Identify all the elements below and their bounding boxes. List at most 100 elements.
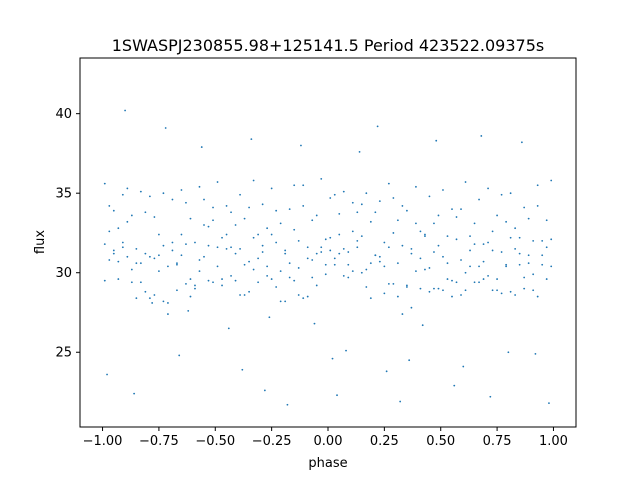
x-tick-label: −0.75 (139, 434, 179, 449)
data-point (548, 402, 550, 405)
data-point (167, 265, 169, 268)
data-point (460, 208, 462, 211)
data-point (527, 254, 530, 257)
data-point (455, 281, 458, 284)
data-point (234, 252, 237, 255)
data-point (212, 281, 214, 284)
data-point (507, 351, 510, 354)
data-point (112, 249, 115, 252)
data-point (194, 284, 196, 287)
data-point (293, 279, 296, 282)
data-point (171, 198, 174, 201)
data-point (500, 251, 503, 253)
data-point (313, 322, 316, 325)
data-point (385, 370, 388, 373)
data-point (103, 279, 106, 282)
data-point (176, 262, 178, 265)
data-point (527, 262, 530, 265)
data-point (171, 249, 174, 252)
data-point (419, 230, 422, 233)
data-point (369, 220, 372, 223)
data-point (329, 249, 332, 252)
data-point (270, 278, 273, 280)
data-point (489, 395, 492, 398)
x-tick-label: 0.50 (426, 434, 455, 449)
data-point (365, 286, 368, 288)
data-point (121, 246, 124, 249)
data-point (185, 201, 187, 204)
data-point (221, 284, 223, 287)
data-point (392, 232, 395, 234)
data-point (158, 254, 160, 257)
data-point (527, 217, 530, 220)
data-point (153, 294, 156, 296)
data-point (187, 309, 190, 312)
data-point (455, 238, 458, 241)
x-tick-label: 0.00 (314, 434, 343, 449)
data-point (162, 192, 165, 195)
data-point (421, 324, 424, 327)
data-point (261, 203, 264, 206)
data-point (491, 230, 494, 233)
data-point (311, 276, 314, 279)
data-point (369, 262, 372, 265)
data-point (180, 233, 183, 236)
data-point (180, 254, 183, 257)
data-point (252, 268, 255, 271)
data-point (176, 289, 178, 292)
data-point (108, 230, 111, 233)
data-point (234, 279, 237, 282)
data-point (135, 247, 138, 250)
data-point (342, 247, 345, 250)
data-point (268, 316, 271, 319)
data-point (124, 109, 126, 112)
data-point (178, 354, 181, 357)
data-point (266, 227, 269, 230)
data-point (487, 275, 489, 277)
data-point (396, 295, 399, 298)
data-point (460, 294, 462, 296)
data-point (478, 281, 480, 284)
data-point (252, 179, 255, 182)
data-point (121, 241, 124, 244)
data-point (189, 217, 192, 220)
data-point (329, 197, 332, 199)
data-point (437, 287, 440, 290)
data-point (415, 185, 417, 188)
data-point (482, 278, 485, 280)
data-point (442, 255, 444, 258)
data-point (221, 278, 223, 280)
data-point (212, 219, 214, 222)
data-point (103, 243, 106, 245)
data-point (376, 125, 379, 128)
data-point (139, 190, 142, 193)
data-point (514, 294, 517, 296)
data-point (164, 127, 167, 129)
data-point (194, 241, 196, 244)
data-point (225, 205, 228, 207)
data-point (300, 144, 302, 147)
data-point (351, 201, 354, 204)
data-point (297, 294, 300, 296)
data-point (331, 357, 334, 360)
data-point (333, 263, 336, 266)
data-point (514, 227, 517, 230)
data-point (523, 287, 526, 290)
data-point (333, 257, 336, 260)
data-point (392, 197, 395, 199)
data-point (108, 259, 111, 261)
data-point (378, 260, 381, 263)
data-point (351, 270, 354, 273)
data-point (415, 270, 417, 273)
data-point (536, 295, 539, 298)
data-point (369, 297, 372, 300)
data-point (442, 189, 444, 191)
data-point (117, 260, 120, 263)
data-point (261, 244, 264, 247)
data-point (203, 255, 205, 258)
data-point (347, 276, 350, 279)
data-point (216, 181, 219, 183)
data-point (117, 227, 120, 230)
data-point (293, 184, 296, 187)
data-point (410, 252, 413, 255)
